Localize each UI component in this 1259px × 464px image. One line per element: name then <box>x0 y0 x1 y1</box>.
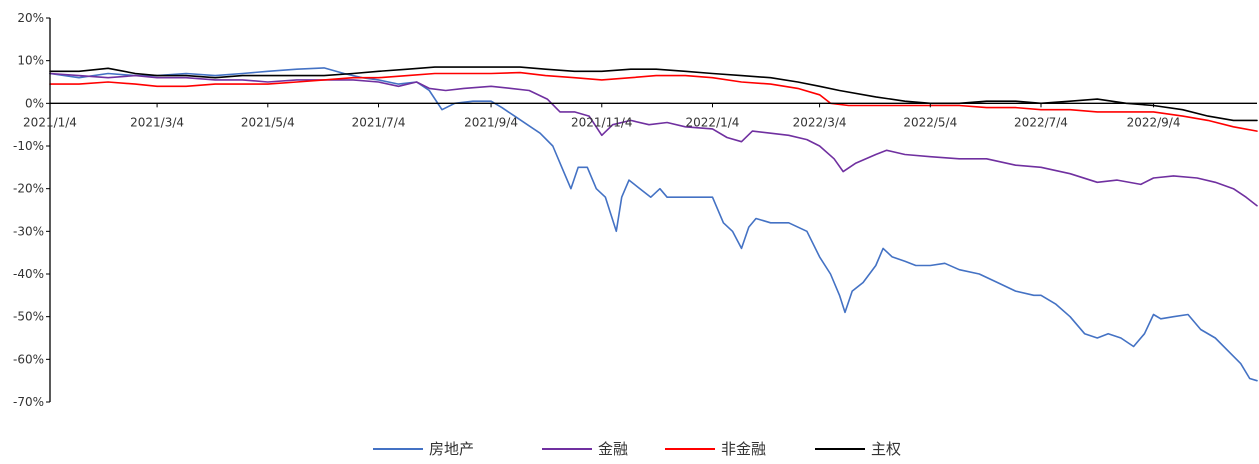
x-tick-label-6: 2022/1/4 <box>686 115 740 129</box>
y-tick-label-0: 20% <box>17 11 44 25</box>
x-tick-label-2: 2021/5/4 <box>241 115 295 129</box>
x-tick-label-5: 2021/11/4 <box>571 115 633 129</box>
axes-layer: 20% 10% 0% -10% -20% -30% -40% -50% -60% -70% 2021… <box>13 11 1257 409</box>
x-tick-label-1: 2021/3/4 <box>130 115 184 129</box>
y-tick-label-2: 0% <box>25 96 44 110</box>
series-line-2 <box>49 71 1258 132</box>
x-tick-label-3: 2021/7/4 <box>352 115 406 129</box>
series-layer <box>49 66 1258 382</box>
x-tick-label-8: 2022/5/4 <box>903 115 957 129</box>
legend-label-0: 房地产 <box>429 440 474 458</box>
y-tick-label-8: -60% <box>13 352 44 366</box>
series-line-3 <box>49 66 1258 122</box>
y-tick-label-1: 10% <box>17 54 44 68</box>
y-tick-label-5: -30% <box>13 224 44 238</box>
series-line-1 <box>49 72 1258 207</box>
legend-label-3: 主权 <box>871 440 901 458</box>
legend: 房地产 金融 非金融 主权 <box>373 440 901 458</box>
y-tick-label-4: -20% <box>13 182 44 196</box>
series-line-0 <box>49 67 1258 382</box>
y-tick-label-7: -50% <box>13 310 44 324</box>
legend-label-1: 金融 <box>598 440 628 458</box>
legend-label-2: 非金融 <box>721 440 766 458</box>
y-tick-label-3: -10% <box>13 139 44 153</box>
y-tick-label-6: -40% <box>13 267 44 281</box>
x-tick-label-9: 2022/7/4 <box>1014 115 1068 129</box>
x-tick-label-10: 2022/9/4 <box>1127 115 1181 129</box>
x-tick-label-0: 2021/1/4 <box>23 115 77 129</box>
x-tick-label-7: 2022/3/4 <box>793 115 847 129</box>
x-tick-label-4: 2021/9/4 <box>464 115 518 129</box>
y-tick-label-9: -70% <box>13 395 44 409</box>
